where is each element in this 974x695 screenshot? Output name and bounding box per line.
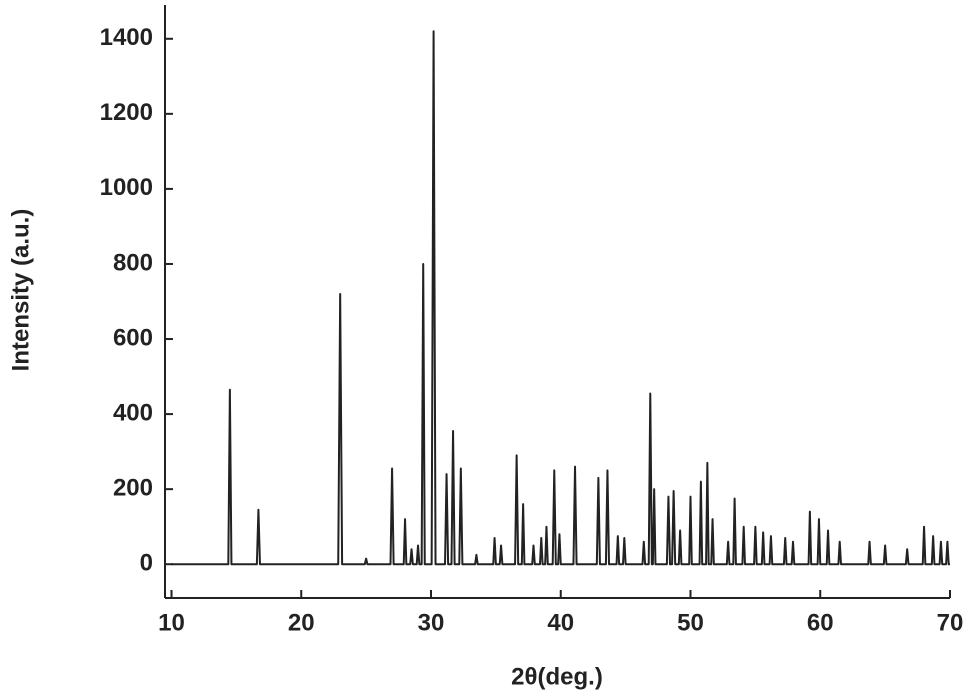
x-tick-label: 30: [418, 609, 445, 636]
data-line: [171, 30, 950, 566]
y-tick-label: 0: [140, 550, 153, 577]
y-tick-label: 1000: [100, 174, 153, 201]
x-tick-label: 50: [677, 609, 704, 636]
y-tick-label: 1200: [100, 99, 153, 126]
x-tick-label: 40: [547, 609, 574, 636]
x-tick-label: 60: [807, 609, 834, 636]
y-tick-label: 200: [113, 475, 153, 502]
x-tick-label: 70: [937, 609, 964, 636]
x-tick-label: 20: [288, 609, 315, 636]
y-axis-title: Intensity (a.u.): [7, 209, 34, 372]
y-tick-label: 800: [113, 249, 153, 276]
x-tick-label: 10: [158, 609, 185, 636]
x-axis-title: 2θ(deg.): [511, 663, 603, 690]
y-tick-label: 600: [113, 324, 153, 351]
y-tick-label: 400: [113, 399, 153, 426]
y-tick-label: 1400: [100, 24, 153, 51]
